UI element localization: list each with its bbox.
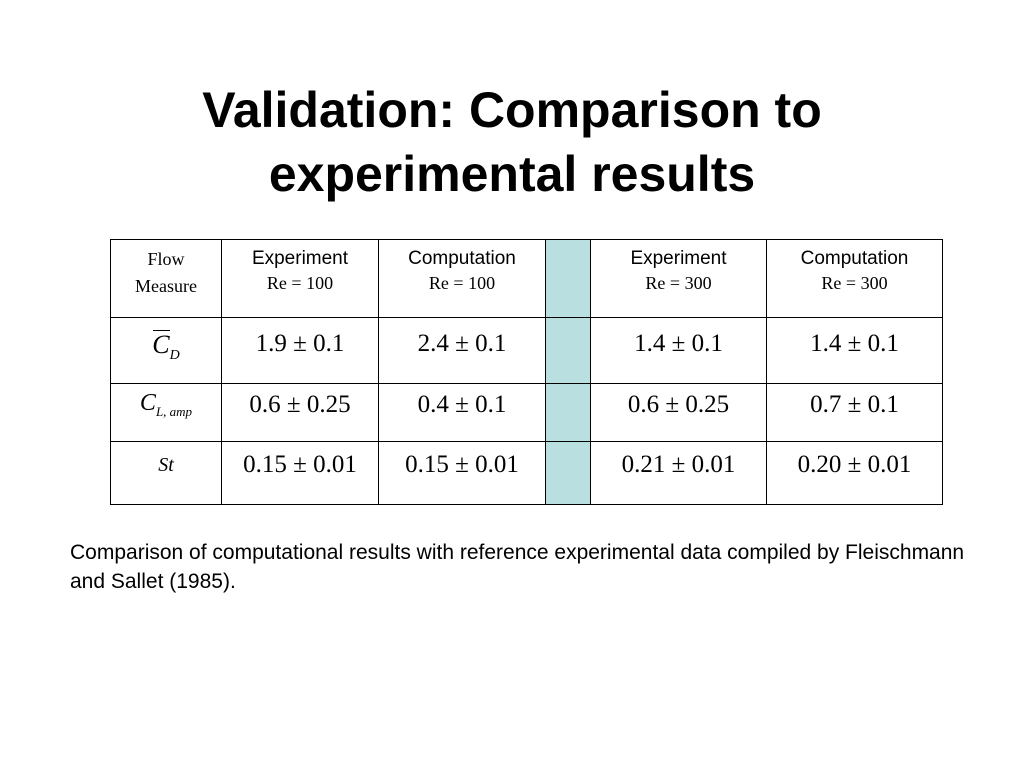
- table-cell: 1.4 ± 0.1: [590, 317, 767, 384]
- cell-value: 0.4 ± 0.1: [417, 391, 507, 418]
- table-cell: 0.6 ± 0.25: [221, 383, 379, 442]
- table-cell: 0.15 ± 0.01: [378, 441, 546, 505]
- row-symbol-cell: CL, amp: [110, 383, 222, 442]
- cell-value: 1.9 ± 0.1: [255, 330, 345, 357]
- table-cell: 0.4 ± 0.1: [378, 383, 546, 442]
- slide-title: Validation: Comparison to experimental r…: [0, 78, 1024, 206]
- cell-value: 0.6 ± 0.25: [249, 391, 351, 418]
- column-header-reynolds: Re = 300: [645, 273, 712, 293]
- lift-amplitude-symbol: CL, amp: [140, 390, 192, 420]
- table-caption: Comparison of computational results with…: [70, 541, 965, 593]
- spacer-column-cell: [545, 383, 591, 442]
- row-symbol-cell: CD: [110, 317, 222, 384]
- table-row-drag-coefficient: CD 1.9 ± 0.1 2.4 ± 0.1 1.4 ± 0.1 1.4 ± 0…: [110, 317, 943, 384]
- spacer-column-cell: [545, 239, 591, 318]
- symbol-subscript: D: [169, 348, 180, 363]
- cell-value: 0.7 ± 0.1: [810, 391, 899, 418]
- column-header-reynolds: Re = 100: [428, 273, 496, 293]
- slide-title-line-2: experimental results: [268, 146, 756, 202]
- column-header-experiment-re300: Experiment Re = 300: [590, 239, 767, 318]
- table-cell: 0.20 ± 0.01: [766, 441, 943, 505]
- cell-value: 0.20 ± 0.01: [797, 451, 912, 478]
- table-cell: 0.21 ± 0.01: [590, 441, 767, 505]
- flow-measure-header-line-2: Measure: [135, 276, 197, 296]
- column-header-label: Computation: [408, 248, 516, 269]
- table-cell: 0.15 ± 0.01: [221, 441, 379, 505]
- symbol-subscript: L, amp: [155, 404, 193, 419]
- symbol-main: C: [139, 390, 156, 416]
- mean-drag-coefficient-symbol: CD: [152, 330, 180, 364]
- cell-value: 1.4 ± 0.1: [634, 330, 723, 357]
- cell-value: 0.6 ± 0.25: [627, 391, 730, 418]
- table-cell: 0.6 ± 0.25: [590, 383, 767, 442]
- symbol-main: C: [152, 330, 170, 359]
- table-cell: 0.7 ± 0.1: [766, 383, 943, 442]
- spacer-column-cell: [545, 317, 591, 384]
- column-header-computation-re300: Computation Re = 300: [766, 239, 943, 318]
- cell-value: 2.4 ± 0.1: [417, 330, 507, 357]
- slide-title-line-1: Validation: Comparison to: [202, 82, 822, 138]
- spacer-column-cell: [545, 441, 591, 505]
- strouhal-symbol: St: [158, 454, 174, 476]
- results-table: Flow Measure Experiment Re = 100 Computa…: [110, 239, 943, 505]
- cell-value: 0.21 ± 0.01: [621, 451, 736, 478]
- cell-value: 0.15 ± 0.01: [243, 451, 357, 478]
- table-cell: 2.4 ± 0.1: [378, 317, 546, 384]
- row-symbol-cell: St: [110, 441, 222, 505]
- cell-value: 1.4 ± 0.1: [810, 330, 899, 357]
- column-header-reynolds: Re = 100: [266, 273, 334, 293]
- flow-measure-header-line-1: Flow: [147, 249, 185, 269]
- table-cell: 1.9 ± 0.1: [221, 317, 379, 384]
- table-row-strouhal: St 0.15 ± 0.01 0.15 ± 0.01 0.21 ± 0.01 0…: [110, 441, 943, 505]
- cell-value: 0.15 ± 0.01: [405, 451, 519, 478]
- column-header-label: Experiment: [251, 248, 349, 269]
- column-header-reynolds: Re = 300: [821, 273, 888, 293]
- table-row-lift-amplitude: CL, amp 0.6 ± 0.25 0.4 ± 0.1 0.6 ± 0.25 …: [110, 383, 943, 442]
- overline-mark: [153, 330, 170, 331]
- column-header-experiment-re100: Experiment Re = 100: [221, 239, 379, 318]
- table-cell: 1.4 ± 0.1: [766, 317, 943, 384]
- flow-measure-header: Flow Measure: [110, 239, 222, 318]
- column-header-computation-re100: Computation Re = 100: [378, 239, 546, 318]
- column-header-label: Computation: [800, 248, 909, 269]
- table-header-row: Flow Measure Experiment Re = 100 Computa…: [110, 239, 943, 318]
- column-header-label: Experiment: [630, 248, 727, 269]
